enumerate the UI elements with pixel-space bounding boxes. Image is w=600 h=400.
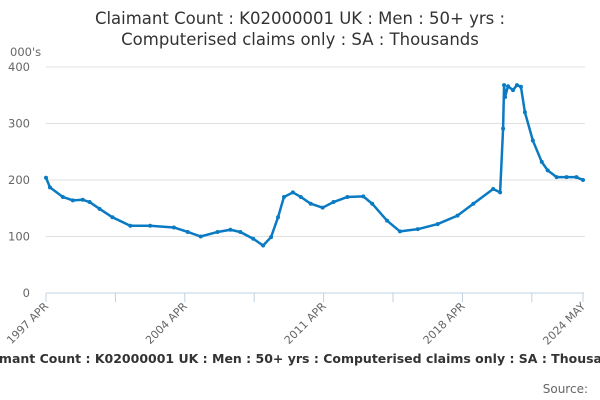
y-tick-label: 300 [8,117,30,131]
data-point [370,201,375,206]
data-point [198,234,203,239]
data-point [281,194,286,199]
data-point [228,227,233,232]
series-line [44,83,584,247]
data-point [455,213,460,218]
data-point [581,178,585,182]
data-point [251,236,256,241]
data-point [185,229,190,234]
data-point [361,194,366,199]
data-point [110,215,115,220]
data-point [545,168,550,173]
data-point [70,198,75,203]
data-point [514,83,519,88]
data-point [385,218,390,223]
data-point [290,190,295,195]
chart-title-line1: Claimant Count : K02000001 UK : Men : 50… [94,9,506,28]
data-point [276,215,281,220]
y-tick-label: 100 [8,230,30,244]
data-point [530,138,535,143]
data-point [128,223,133,228]
data-point [518,84,523,89]
data-point [60,194,65,199]
data-point [471,201,476,206]
y-tick-label: 0 [23,286,30,300]
data-point [331,200,336,205]
data-point [539,159,544,164]
data-point [261,243,266,248]
x-tick-label: 2004 APR [143,300,190,347]
data-point [574,175,579,180]
chart-footer: Claimant Count : K02000001 UK : Men : 50… [0,351,600,366]
data-point [522,110,527,115]
data-point [44,175,48,180]
data-point [564,175,569,180]
data-point [320,205,325,210]
data-point [171,225,176,230]
data-point [506,84,511,89]
data-point [80,197,85,202]
data-point [87,200,92,205]
x-tick-label: 2024 MAY [540,300,588,348]
source-label: Source: [542,382,588,396]
data-point [554,175,559,180]
data-point [345,194,350,199]
data-point [501,126,506,131]
data-point [97,206,102,211]
data-point [298,194,303,199]
data-point [269,235,274,240]
data-point [308,201,313,206]
data-point [415,227,420,232]
y-tick-label: 400 [8,60,30,74]
data-point [498,190,503,195]
x-tick-label: 2018 APR [421,300,468,347]
y-axis-unit-label: 000's [10,45,41,59]
chart-title-line2: Computerised claims only : SA : Thousand… [121,30,479,49]
data-point [435,222,440,227]
data-point [502,83,507,88]
data-point [47,185,52,190]
x-tick-label: 1997 APR [4,300,51,347]
data-point [215,229,220,234]
data-point [238,229,243,234]
x-tick-label: 2011 APR [282,300,329,347]
data-point [491,187,496,192]
chart-title: Claimant Count : K02000001 UK : Men : 50… [0,8,600,50]
data-point [397,229,402,234]
data-point [503,94,508,99]
data-point [510,88,515,93]
data-point [148,223,153,228]
y-tick-label: 200 [8,173,30,187]
